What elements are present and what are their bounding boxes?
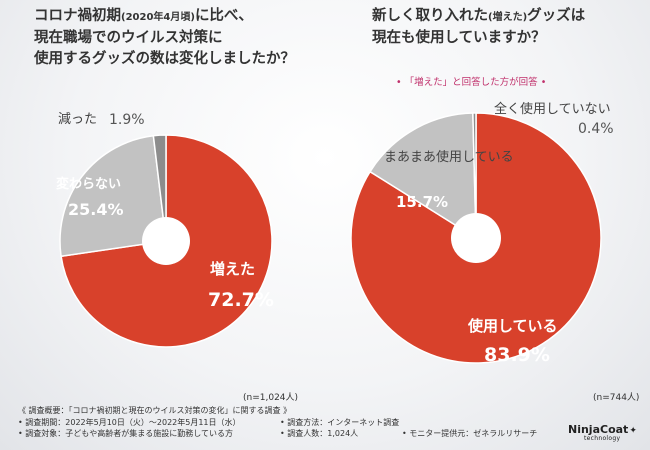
left-sample-size: (n=1,024人) bbox=[243, 393, 299, 403]
pie-center-hole bbox=[451, 213, 501, 263]
slice-value-decreased: 1.9% bbox=[109, 112, 145, 128]
footer-period: • 調査期間：2022年5月10日（火）～2022年5月11日（水） bbox=[18, 417, 241, 427]
footer-provider: • モニター提供元：ゼネラルリサーチ bbox=[402, 429, 538, 438]
left-pie-chart bbox=[59, 134, 273, 348]
pie-slice-1-2 bbox=[472, 112, 477, 239]
survey-footer: 《 調査概要：「コロナ禍初期と現在のウイルス対策の変化」に関する調査 》 • 調… bbox=[18, 405, 537, 440]
left-chart-title: コロナ禍初期(2020年4月頃)に比べ、 現在職場でのウイルス対策に 使用するグ… bbox=[34, 8, 295, 67]
pie-center-hole bbox=[142, 217, 190, 265]
pie-slice-0-2 bbox=[152, 134, 167, 242]
slice-label-decreased: 減った bbox=[58, 111, 97, 127]
star-icon: ✦ bbox=[629, 426, 637, 436]
pie-slice-1-1 bbox=[369, 112, 477, 240]
right-chart-title: 新しく取り入れた(増えた)グッズは 現在も使用していますか？ bbox=[372, 8, 586, 46]
slice-label-not-used-line: 全く使用していない bbox=[494, 101, 611, 117]
footer-target: • 調査対象：子どもや高齢者が集まる施設に勤務している方 bbox=[18, 429, 234, 438]
slice-label-unchanged: 変わらない bbox=[56, 176, 121, 192]
slice-label-increased: 増えた bbox=[210, 260, 255, 278]
footer-count: • 調査人数：1,024人 bbox=[280, 429, 359, 438]
pie-slice-0-1 bbox=[59, 134, 167, 258]
right-sample-size: (n=744人) bbox=[593, 393, 640, 403]
right-pie-chart bbox=[350, 112, 602, 364]
slice-value-unchanged: 25.4% bbox=[68, 200, 124, 219]
slice-label-somewhat-used: まあまあ使用している bbox=[384, 149, 514, 165]
slice-value-increased: 72.7% bbox=[208, 289, 274, 311]
respondent-note: • 「増えた」と回答した方が回答 • bbox=[396, 77, 547, 88]
slice-label-using: 使用している bbox=[467, 317, 558, 335]
footer-method: • 調査方法：インターネット調査 bbox=[280, 417, 400, 427]
slice-value-using: 83.9% bbox=[484, 344, 550, 366]
brand-logo: NinjaCoat✦ technology bbox=[568, 423, 637, 442]
slice-value-somewhat-used: 15.7% bbox=[396, 193, 448, 211]
footer-heading: 《 調査概要：「コロナ禍初期と現在のウイルス対策の変化」に関する調査 》 bbox=[18, 406, 292, 415]
slice-value-not-used: 0.4% bbox=[578, 121, 614, 137]
